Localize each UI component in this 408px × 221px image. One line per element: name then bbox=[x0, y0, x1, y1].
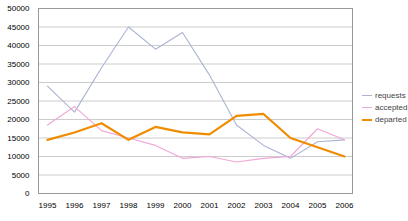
svg-text:1996: 1996 bbox=[66, 201, 84, 210]
svg-text:2000: 2000 bbox=[174, 201, 192, 210]
html-text:accepted: accepted bbox=[375, 103, 408, 112]
svg-text:2002: 2002 bbox=[228, 201, 246, 210]
svg-text:45000: 45000 bbox=[7, 23, 30, 32]
svg-text:30000: 30000 bbox=[7, 78, 30, 87]
svg-text:35000: 35000 bbox=[7, 60, 30, 69]
svg-text:40000: 40000 bbox=[7, 41, 30, 50]
svg-text:25000: 25000 bbox=[7, 97, 30, 106]
svg-text:2006: 2006 bbox=[336, 201, 354, 210]
svg-text:1999: 1999 bbox=[147, 201, 165, 210]
svg-text:20000: 20000 bbox=[7, 115, 30, 124]
svg-text:2004: 2004 bbox=[282, 201, 300, 210]
svg-text:10000: 10000 bbox=[7, 152, 30, 161]
svg-text:1998: 1998 bbox=[120, 201, 138, 210]
svg-text:2001: 2001 bbox=[201, 201, 219, 210]
svg-text:15000: 15000 bbox=[7, 134, 30, 143]
svg-text:0: 0 bbox=[25, 189, 30, 198]
html-text:departed: departed bbox=[375, 115, 407, 124]
svg-text:2005: 2005 bbox=[309, 201, 327, 210]
svg-text:5000: 5000 bbox=[12, 171, 30, 180]
svg-text:50000: 50000 bbox=[7, 4, 30, 13]
html-text:requests: requests bbox=[375, 91, 406, 100]
svg-text:1997: 1997 bbox=[93, 201, 111, 210]
svg-text:2003: 2003 bbox=[255, 201, 273, 210]
svg-text:1995: 1995 bbox=[39, 201, 57, 210]
